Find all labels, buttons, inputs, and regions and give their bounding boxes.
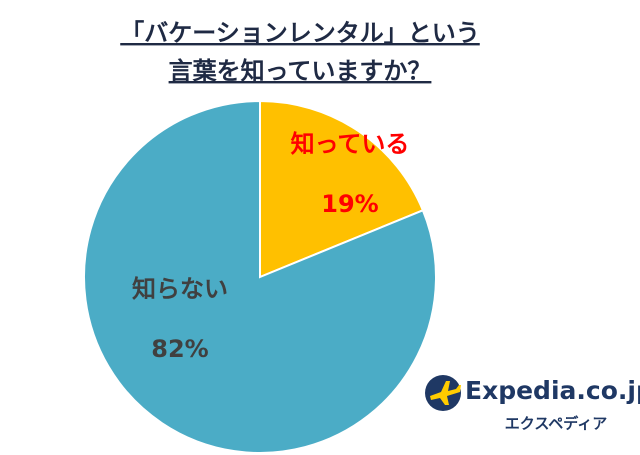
value-label: 82% — [151, 335, 208, 363]
logo-plane — [430, 381, 461, 405]
pie: 知っている 19% 知らない 82% — [83, 99, 437, 454]
pie-slice — [83, 99, 437, 454]
slice-label: 知らない — [132, 275, 228, 303]
value-label: 19% — [321, 190, 378, 218]
slice-label: 知っている — [291, 130, 410, 158]
logo: Expedia.co.jp エクスペディア — [425, 375, 640, 433]
chart-title: 言葉を知っていますか？ — [169, 57, 432, 85]
pie-slice — [259, 99, 425, 279]
logo-name: Expedia.co.jp — [465, 376, 640, 405]
logo-subtitle: エクスペディア — [505, 415, 607, 433]
chart-title: 「バケーションレンタル」という — [120, 19, 480, 47]
